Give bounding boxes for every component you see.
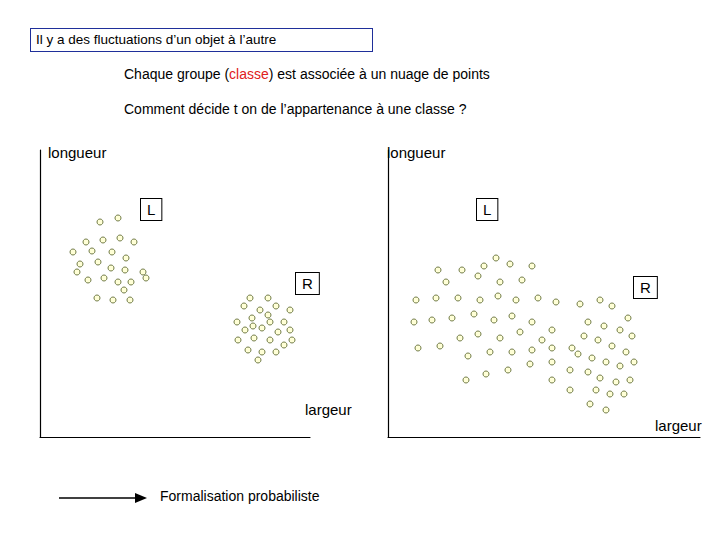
- svg-text:L: L: [147, 201, 155, 218]
- html-text:Il y a des fluctuations d’un o: Il y a des fluctuations d’un objet à l’a…: [36, 32, 277, 47]
- svg-text:longueur: longueur: [387, 144, 445, 161]
- svg-text:largeur: largeur: [655, 417, 702, 434]
- svg-text:longueur: longueur: [48, 144, 106, 161]
- html-text:Chaque groupe (classe) est ass: Chaque groupe (classe) est associée à un…: [124, 66, 490, 82]
- svg-text:R: R: [640, 279, 651, 296]
- html-text:Formalisation probabiliste: Formalisation probabiliste: [160, 488, 320, 504]
- svg-text:L: L: [483, 201, 491, 218]
- html-text:Comment décide t on de l’appar: Comment décide t on de l’appartenance à …: [124, 101, 467, 117]
- svg-text:largeur: largeur: [305, 401, 352, 418]
- svg-text:R: R: [302, 275, 313, 292]
